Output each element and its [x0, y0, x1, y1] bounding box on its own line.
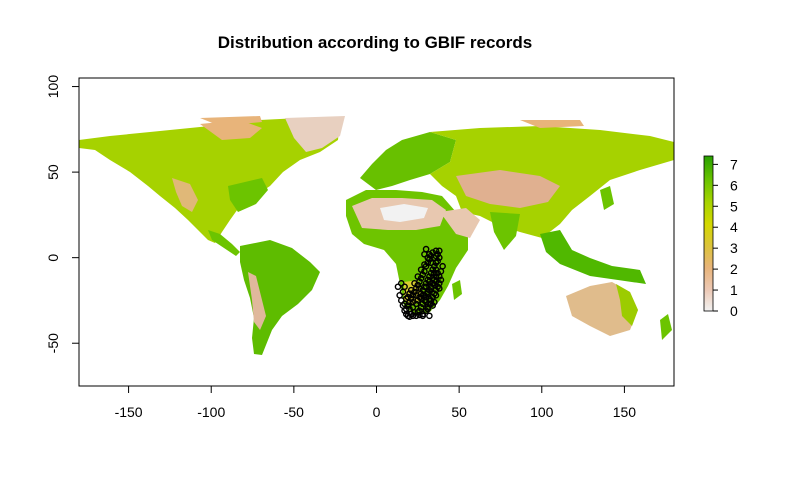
- gbif-record-point: [431, 281, 438, 289]
- gbif-record-point: [421, 250, 428, 258]
- gbif-record-point: [402, 295, 410, 303]
- land-greenland: [285, 116, 345, 152]
- gbif-record-point: [409, 298, 417, 306]
- legend-tick-label: 5: [730, 198, 738, 214]
- chart-title: Distribution according to GBIF records: [218, 33, 533, 52]
- x-tick-label: 150: [613, 404, 637, 420]
- gbif-record-point: [401, 283, 408, 291]
- land-europe: [360, 132, 456, 190]
- gbif-record-point: [414, 309, 422, 316]
- gbif-record-point: [412, 292, 420, 299]
- y-tick-label: 100: [45, 75, 61, 99]
- legend-tick-label: 6: [730, 177, 738, 193]
- land-india: [490, 212, 520, 250]
- gbif-record-point: [429, 266, 436, 273]
- gbif-record-point: [419, 292, 427, 299]
- land-central-america: [208, 230, 240, 256]
- land-na-arctic: [200, 120, 262, 140]
- gbif-record-point: [432, 292, 440, 299]
- legend-tick-label: 7: [730, 156, 738, 172]
- gbif-record-point: [417, 303, 425, 311]
- x-tick-label: -100: [197, 404, 225, 420]
- land-japan: [600, 186, 614, 210]
- x-tick-label: 0: [373, 404, 381, 420]
- gbif-record-point: [404, 293, 412, 301]
- gbif-record-point: [427, 259, 435, 267]
- gbif-record-point: [422, 280, 430, 287]
- land-central-asia-arid: [456, 170, 560, 208]
- gbif-record-point: [429, 274, 436, 282]
- gbif-record-point: [422, 307, 430, 315]
- legend-tick-label: 4: [730, 219, 738, 235]
- gbif-record-point: [424, 305, 432, 313]
- gbif-record-point: [432, 278, 440, 285]
- x-tick-label: -150: [115, 404, 143, 420]
- gbif-record-point: [436, 285, 443, 292]
- gbif-record-point: [417, 295, 425, 303]
- legend-tick-label: 3: [730, 240, 738, 256]
- gbif-record-point: [417, 274, 425, 282]
- gbif-record-point: [407, 286, 415, 294]
- gbif-records: [394, 245, 446, 321]
- gbif-record-point: [422, 283, 430, 291]
- gbif-record-point: [417, 266, 425, 273]
- gbif-record-point: [411, 280, 418, 287]
- gbif-record-point: [409, 312, 417, 320]
- gbif-record-point: [397, 280, 405, 287]
- gbif-record-point: [436, 247, 443, 255]
- legend-tick-label: 2: [730, 261, 738, 277]
- gbif-record-point: [416, 285, 423, 292]
- gbif-record-point: [421, 268, 428, 275]
- gbif-record-point: [414, 281, 422, 289]
- gbif-record-point: [394, 283, 402, 291]
- x-tick-label: -50: [284, 404, 304, 420]
- x-tick-label: 50: [451, 404, 467, 420]
- gbif-record-point: [427, 300, 435, 308]
- gbif-record-point: [419, 312, 427, 320]
- land-australia-coast: [616, 284, 638, 326]
- y-axis: -50 0 50 100: [45, 75, 80, 353]
- legend-colorbar: [703, 155, 714, 312]
- gbif-record-point: [406, 290, 413, 297]
- land-arctic-islands: [200, 116, 584, 128]
- gbif-record-point: [426, 312, 433, 320]
- gbif-record-point: [412, 300, 420, 308]
- land-north-america: [79, 118, 340, 243]
- gbif-record-point: [431, 298, 438, 306]
- gbif-record-point: [424, 254, 432, 261]
- land-arabia: [440, 208, 480, 238]
- gbif-record-point: [426, 286, 433, 294]
- x-tick-label: 100: [530, 404, 554, 420]
- world-map: [79, 116, 674, 355]
- gbif-record-point: [431, 262, 438, 270]
- y-tick-label: 0: [45, 254, 61, 262]
- gbif-record-point: [434, 269, 441, 277]
- legend-tick-label: 0: [730, 303, 738, 319]
- land-na-arid: [172, 178, 198, 212]
- land-se-asia: [540, 230, 646, 284]
- land-sa-andes: [248, 272, 266, 330]
- y-tick-label: -50: [45, 333, 61, 353]
- legend-ticks: 0 1 2 3 4 5 6 7: [713, 156, 738, 319]
- land-new-zealand: [660, 314, 672, 340]
- gbif-record-point: [432, 252, 440, 260]
- land-na-east: [228, 178, 268, 212]
- gbif-record-point: [407, 310, 415, 318]
- land-madagascar: [452, 280, 462, 300]
- color-legend: 0 1 2 3 4 5 6 7: [703, 155, 738, 319]
- gbif-record-point: [421, 261, 428, 268]
- gbif-record-point: [426, 278, 433, 285]
- land-sahara-core: [380, 204, 428, 222]
- x-axis: -150 -100 -50 0 50 100 150: [115, 385, 637, 420]
- gbif-record-point: [414, 273, 422, 280]
- legend-tick-label: 1: [730, 282, 738, 298]
- gbif-record-point: [411, 309, 418, 316]
- gbif-record-point: [431, 290, 438, 297]
- gbif-record-point: [439, 262, 446, 270]
- gbif-record-point: [429, 302, 436, 309]
- y-tick-label: 50: [45, 164, 61, 180]
- gbif-record-point: [431, 254, 438, 261]
